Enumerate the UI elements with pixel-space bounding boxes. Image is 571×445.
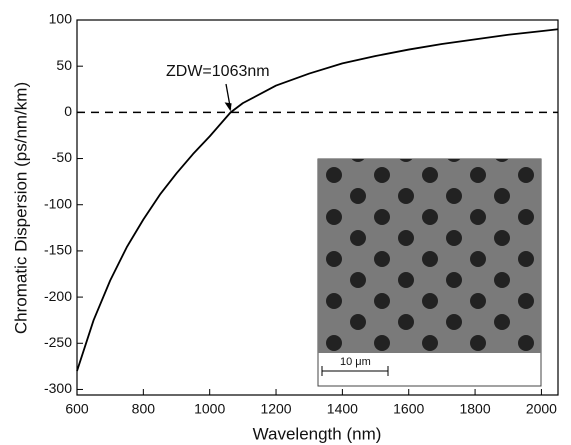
- x-tick-label: 1800: [459, 401, 490, 417]
- y-tick-label: 50: [56, 57, 72, 73]
- x-tick-label: 600: [65, 401, 89, 417]
- y-tick-label: -250: [44, 334, 72, 350]
- x-tick-label: 1200: [260, 401, 291, 417]
- scale-label: 10 μm: [340, 356, 371, 368]
- y-tick-label: -150: [44, 242, 72, 258]
- y-tick-label: -50: [52, 149, 72, 165]
- y-tick-label: -200: [44, 288, 72, 304]
- y-axis-label: Chromatic Dispersion (ps/nm/km): [11, 82, 30, 334]
- y-tick-label: -300: [44, 380, 72, 396]
- arrow-head: [224, 102, 232, 112]
- x-tick-label: 2000: [526, 401, 557, 417]
- x-tick-label: 1400: [327, 401, 358, 417]
- y-tick-label: 100: [49, 11, 73, 27]
- annotation: ZDW=1063nm: [166, 63, 270, 80]
- inset: 10 μm: [317, 158, 542, 387]
- plot-frame: [76, 19, 559, 396]
- y-tick-label: -100: [44, 195, 72, 211]
- inset-image: [318, 159, 541, 353]
- x-tick-label: 800: [132, 401, 156, 417]
- x-tick-label: 1600: [393, 401, 424, 417]
- data-line: [76, 28, 559, 372]
- x-tick-label: 1000: [194, 401, 225, 417]
- x-axis-label: Wavelength (nm): [253, 424, 382, 443]
- y-tick-label: 0: [64, 103, 72, 119]
